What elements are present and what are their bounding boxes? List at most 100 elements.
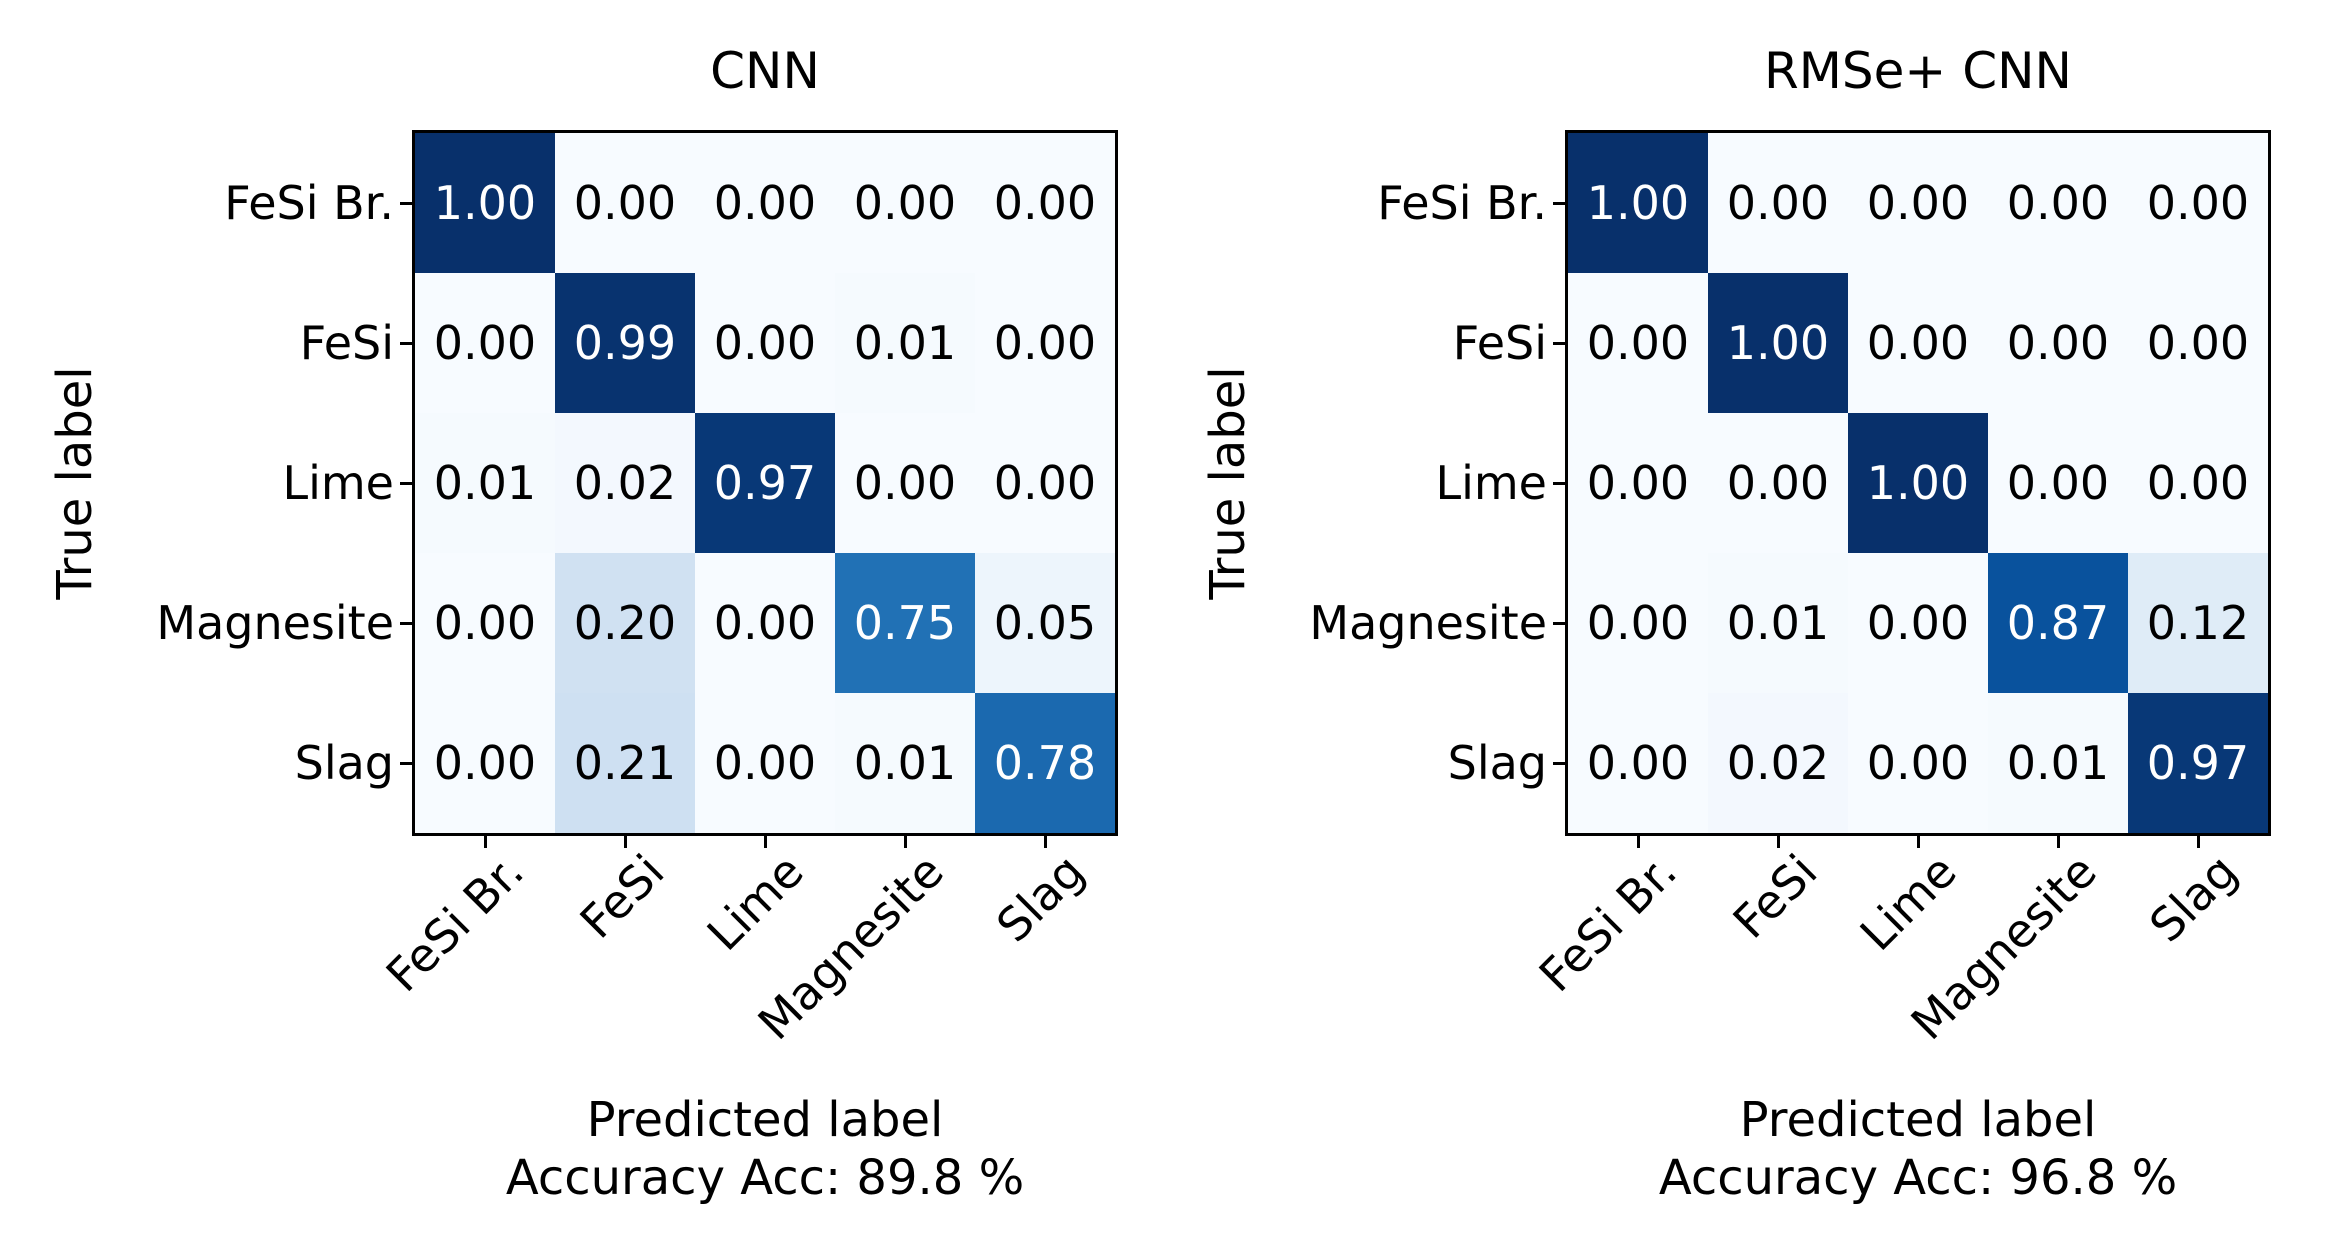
matrix-cell: 1.00	[415, 133, 555, 273]
x-axis-tick	[1044, 836, 1047, 848]
confusion-matrix-grid: 1.00 0.00 0.00 0.00 0.00 0.00 0.99 0.00 0.01 0.00…	[412, 130, 1118, 836]
matrix-cell-value: 0.00	[433, 316, 537, 370]
x-axis-tick	[1917, 836, 1920, 848]
matrix-cell: 0.01	[415, 413, 555, 553]
matrix-cell-value: 0.00	[2146, 316, 2250, 370]
matrix-cell-value: 0.05	[993, 596, 1097, 650]
y-axis-label: True label	[47, 366, 103, 600]
y-axis-tick	[400, 202, 412, 205]
x-axis-tick	[2197, 836, 2200, 848]
matrix-cell: 0.00	[975, 413, 1115, 553]
x-axis-label: Predicted label	[1739, 1092, 2097, 1148]
x-tick-label: FeSi	[569, 844, 675, 949]
matrix-cell-value: 0.00	[993, 316, 1097, 370]
y-tick-label: FeSi	[299, 316, 394, 370]
matrix-cell: 0.00	[695, 273, 835, 413]
x-axis-tick	[904, 836, 907, 848]
matrix-cell-value: 0.00	[1586, 596, 1690, 650]
matrix-cell: 0.01	[835, 693, 975, 833]
matrix-cell-value: 0.99	[573, 316, 677, 370]
y-axis-tick	[400, 762, 412, 765]
matrix-cell-value: 0.00	[713, 596, 817, 650]
panel-rmse-cnn: RMSe+ CNN 1.00 0.00 0.00 0.00 0.00 0.00 1.00 0.0…	[1200, 42, 2271, 1206]
matrix-cell-value: 0.01	[853, 736, 957, 790]
matrix-cell: 0.01	[835, 273, 975, 413]
matrix-cell: 0.00	[1568, 693, 1708, 833]
matrix-cell: 0.00	[2128, 273, 2268, 413]
matrix-cell: 0.00	[695, 693, 835, 833]
matrix-cell-value: 0.00	[433, 596, 537, 650]
matrix-cell: 0.00	[1568, 553, 1708, 693]
matrix-cell-value: 0.87	[2006, 596, 2110, 650]
matrix-cell: 0.00	[1568, 273, 1708, 413]
y-axis-tick	[1553, 202, 1565, 205]
matrix-cell: 0.00	[1988, 273, 2128, 413]
panel-title: RMSe+ CNN	[1764, 42, 2072, 100]
matrix-cell-value: 0.00	[1586, 316, 1690, 370]
matrix-cell-value: 0.00	[993, 176, 1097, 230]
y-axis-tick	[400, 342, 412, 345]
matrix-cell: 0.00	[1988, 413, 2128, 553]
matrix-cell: 0.00	[695, 553, 835, 693]
matrix-cell-value: 0.00	[433, 736, 537, 790]
matrix-cell-value: 0.00	[2006, 456, 2110, 510]
y-tick-label: Magnesite	[156, 596, 394, 650]
matrix-cell-value: 0.20	[573, 596, 677, 650]
y-tick-label: Lime	[282, 456, 394, 510]
matrix-cell-value: 1.00	[433, 176, 537, 230]
y-axis-tick	[1553, 342, 1565, 345]
y-tick-label: FeSi Br.	[224, 176, 394, 230]
x-axis-tick	[764, 836, 767, 848]
matrix-cell: 0.00	[1848, 693, 1988, 833]
y-tick-label: Slag	[1447, 736, 1547, 790]
x-tick-label: FeSi Br.	[375, 844, 535, 1003]
matrix-cell-value: 0.00	[1726, 456, 1830, 510]
matrix-cell-value: 0.01	[433, 456, 537, 510]
matrix-cell: 0.00	[835, 133, 975, 273]
matrix-cell-value: 0.00	[1866, 176, 1970, 230]
matrix-cell-value: 1.00	[1726, 316, 1830, 370]
y-axis-tick	[400, 622, 412, 625]
matrix-cell: 0.00	[1568, 413, 1708, 553]
panel-cnn: CNN 1.00 0.00 0.00 0.00 0.00 0.00 0.99 0.00 0.01 0…	[47, 42, 1118, 1206]
matrix-cell: 0.00	[1848, 133, 1988, 273]
matrix-cell: 0.00	[415, 693, 555, 833]
matrix-cell: 1.00	[1708, 273, 1848, 413]
matrix-cell: 0.97	[695, 413, 835, 553]
x-tick-label: FeSi	[1722, 844, 1828, 949]
matrix-cell-value: 0.01	[2006, 736, 2110, 790]
matrix-cell: 0.00	[1988, 133, 2128, 273]
matrix-cell-value: 0.12	[2146, 596, 2250, 650]
x-axis-tick	[624, 836, 627, 848]
matrix-cell: 0.00	[1708, 413, 1848, 553]
x-axis-tick	[484, 836, 487, 848]
matrix-cell: 1.00	[1848, 413, 1988, 553]
x-axis-tick	[2057, 836, 2060, 848]
matrix-cell-value: 0.00	[1726, 176, 1830, 230]
matrix-cell: 0.02	[1708, 693, 1848, 833]
matrix-cell: 0.00	[1848, 273, 1988, 413]
matrix-cell: 0.00	[835, 413, 975, 553]
matrix-cell: 0.02	[555, 413, 695, 553]
matrix-cell-value: 0.01	[853, 316, 957, 370]
matrix-cell: 0.78	[975, 693, 1115, 833]
matrix-cell: 0.21	[555, 693, 695, 833]
matrix-cell-value: 0.02	[573, 456, 677, 510]
x-tick-label: FeSi Br.	[1528, 844, 1688, 1003]
matrix-cell: 0.75	[835, 553, 975, 693]
matrix-cell: 0.97	[2128, 693, 2268, 833]
y-axis-tick	[1553, 762, 1565, 765]
x-tick-label: Slag	[985, 844, 1095, 953]
matrix-cell: 0.87	[1988, 553, 2128, 693]
x-tick-label: Lime	[697, 844, 815, 962]
matrix-cell-value: 0.97	[2146, 736, 2250, 790]
matrix-cell-value: 0.00	[993, 456, 1097, 510]
matrix-cell-value: 0.00	[1866, 316, 1970, 370]
matrix-cell-value: 0.00	[1586, 456, 1690, 510]
matrix-cell-value: 0.00	[1866, 736, 1970, 790]
accuracy-text: Accuracy Acc: 96.8 %	[1658, 1150, 2178, 1206]
x-axis-label: Predicted label	[586, 1092, 944, 1148]
matrix-cell-value: 0.00	[1866, 596, 1970, 650]
matrix-cell-value: 0.00	[853, 456, 957, 510]
